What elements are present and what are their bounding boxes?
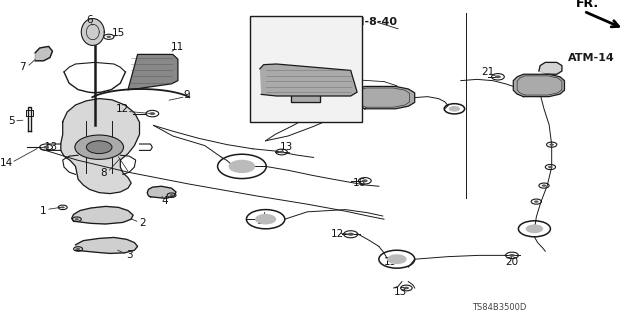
Text: 10: 10 xyxy=(257,216,270,227)
Circle shape xyxy=(228,160,255,173)
Text: 16: 16 xyxy=(353,178,366,188)
Text: 5: 5 xyxy=(8,116,15,126)
Polygon shape xyxy=(81,19,104,45)
Polygon shape xyxy=(539,62,562,74)
Circle shape xyxy=(76,248,80,250)
Text: 11: 11 xyxy=(172,42,184,52)
Circle shape xyxy=(255,214,276,225)
Circle shape xyxy=(387,254,406,264)
Text: 1: 1 xyxy=(40,205,47,216)
Circle shape xyxy=(449,106,460,112)
Circle shape xyxy=(75,218,79,220)
Circle shape xyxy=(75,135,124,159)
Circle shape xyxy=(348,233,354,236)
Text: 9: 9 xyxy=(184,90,190,100)
Circle shape xyxy=(548,166,553,168)
Polygon shape xyxy=(513,74,564,97)
Circle shape xyxy=(509,254,515,257)
Text: 20: 20 xyxy=(506,257,518,267)
Text: 15: 15 xyxy=(112,28,125,38)
Text: 7: 7 xyxy=(19,62,26,72)
Circle shape xyxy=(404,287,409,289)
Circle shape xyxy=(362,179,367,182)
Circle shape xyxy=(106,36,111,38)
Circle shape xyxy=(170,194,173,196)
Polygon shape xyxy=(35,46,52,61)
Text: FR.: FR. xyxy=(576,0,599,10)
Text: 12: 12 xyxy=(116,104,129,115)
Text: ATM-8-40: ATM-8-40 xyxy=(339,17,398,28)
Text: 12: 12 xyxy=(332,229,344,239)
Text: 13: 13 xyxy=(280,141,293,152)
Circle shape xyxy=(549,143,554,146)
Circle shape xyxy=(86,141,112,154)
Polygon shape xyxy=(76,237,138,253)
Text: 2: 2 xyxy=(139,218,145,228)
Circle shape xyxy=(295,31,300,33)
Circle shape xyxy=(43,146,49,148)
Text: 4: 4 xyxy=(162,196,168,206)
Bar xyxy=(250,16,362,122)
Text: 19: 19 xyxy=(384,257,397,267)
Text: 21: 21 xyxy=(481,67,494,77)
Text: 17: 17 xyxy=(299,24,312,35)
Text: 8: 8 xyxy=(100,168,107,178)
Text: 3: 3 xyxy=(126,250,132,260)
Polygon shape xyxy=(61,99,140,194)
Text: 18: 18 xyxy=(347,64,360,74)
Text: —13: —13 xyxy=(35,142,57,152)
Polygon shape xyxy=(260,64,357,96)
Polygon shape xyxy=(72,206,133,224)
Polygon shape xyxy=(128,54,178,90)
Circle shape xyxy=(534,200,539,203)
Circle shape xyxy=(279,151,284,153)
Circle shape xyxy=(150,112,155,115)
Polygon shape xyxy=(353,86,415,109)
Circle shape xyxy=(541,184,547,187)
Circle shape xyxy=(61,206,65,208)
Text: TS84B3500D: TS84B3500D xyxy=(472,303,526,312)
Text: 14: 14 xyxy=(0,157,13,168)
Text: 13: 13 xyxy=(394,287,406,297)
Polygon shape xyxy=(291,96,320,102)
Circle shape xyxy=(495,76,501,78)
Text: 6: 6 xyxy=(86,15,93,25)
Text: ATM-14: ATM-14 xyxy=(568,52,615,63)
Polygon shape xyxy=(147,186,176,198)
Circle shape xyxy=(525,224,543,233)
